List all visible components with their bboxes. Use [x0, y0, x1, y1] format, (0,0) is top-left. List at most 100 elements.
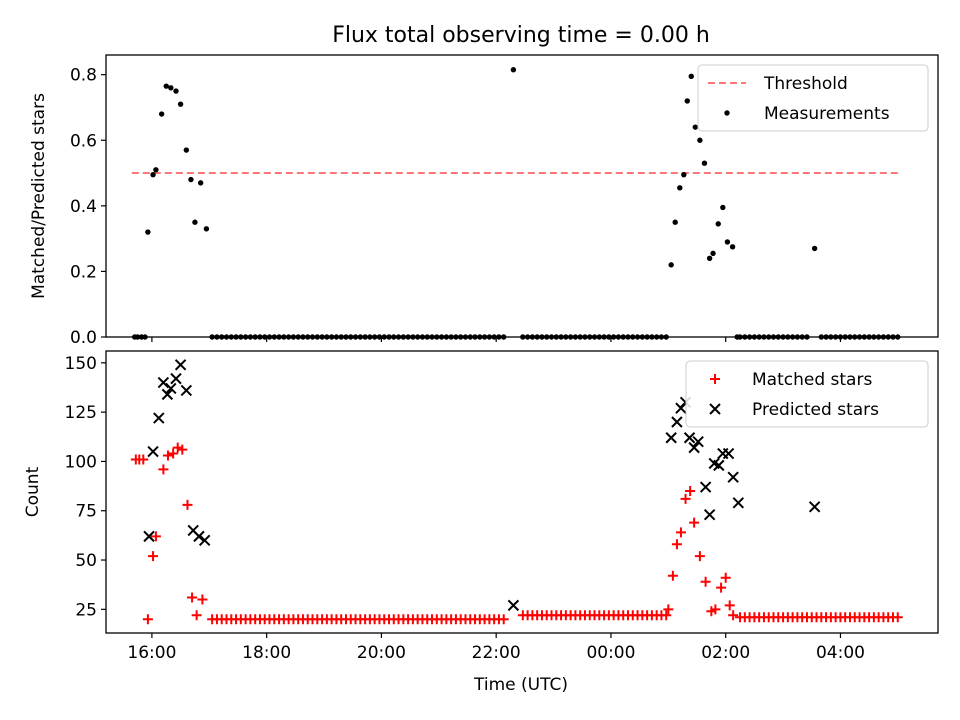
matched-stars-point — [150, 531, 161, 542]
predicted-stars-point — [699, 481, 712, 493]
measurements-point — [701, 160, 708, 166]
count-panel: 16:00 18:00 20:00 22:00 00:00 02:00 04:00 25 50 7… — [65, 350, 939, 663]
count-x-tick-label: 04:00 — [816, 643, 865, 663]
predicted-stars-point — [153, 412, 165, 424]
ratio-legend: Threshold Measurements — [697, 64, 929, 132]
count-y-tick-label: 125 — [65, 403, 97, 423]
measurements-legend-swatch — [724, 110, 730, 116]
measurements-point — [145, 229, 151, 235]
matched-stars-point — [728, 610, 739, 621]
matched-stars-point — [197, 594, 208, 605]
matched-stars-point — [138, 454, 149, 465]
matched-stars-point — [168, 448, 179, 459]
matched-stars-point — [663, 604, 674, 615]
matched-stars-point — [142, 614, 153, 625]
matched-stars-legend-label: Matched stars — [752, 370, 872, 390]
ratio-y-tick-label: 0.4 — [70, 197, 97, 217]
matched-stars-point — [177, 444, 188, 455]
measurements-point — [677, 185, 683, 191]
measurements-point — [192, 219, 198, 225]
predicted-stars-point — [157, 376, 170, 389]
measurements-point — [720, 204, 726, 211]
predicted-stars-point — [174, 359, 187, 371]
count-x-tick-label: 00:00 — [586, 643, 635, 663]
count-y-tick-label: 150 — [65, 354, 97, 374]
predicted-stars-point — [161, 388, 174, 401]
count-axes-frame — [105, 350, 939, 634]
predicted-stars-point — [688, 441, 700, 454]
measurements-point — [684, 98, 690, 104]
measurements-point — [710, 250, 716, 257]
measurements-point — [183, 147, 190, 153]
count-y-tick-label: 100 — [65, 452, 97, 472]
matched-stars-point — [689, 517, 700, 528]
predicted-stars-point — [165, 382, 177, 395]
matched-stars-point — [661, 610, 672, 621]
count-x-tick-label: 16:00 — [127, 643, 176, 663]
matched-stars-point — [675, 527, 686, 538]
predicted-stars-point — [722, 447, 735, 460]
threshold-legend-label: Threshold — [763, 74, 848, 94]
predicted-stars-point — [143, 530, 155, 543]
chart-title: Flux total observing time = 0.00 h — [332, 23, 710, 48]
predicted-stars-point — [683, 432, 696, 444]
predicted-stars-legend-swatch — [709, 403, 721, 415]
measurements-point — [177, 101, 184, 107]
ratio-y-axis-label: Matched/Predicted stars — [29, 93, 49, 299]
matched-stars-point — [680, 493, 691, 504]
measurements-point — [729, 244, 736, 250]
matched-stars-point — [700, 576, 711, 587]
count-x-tick-label: 20:00 — [357, 643, 406, 663]
matched-stars-point — [667, 570, 678, 581]
measurements-point — [173, 88, 179, 94]
predicted-stars-point — [671, 416, 683, 428]
ratio-y-tick-label: 0.8 — [70, 66, 97, 86]
ratio-axes-frame — [105, 54, 939, 338]
count-y-tick-label: 25 — [75, 600, 97, 620]
matched-stars-point — [191, 610, 202, 621]
count-legend-box — [685, 360, 929, 428]
matched-stars-point — [685, 486, 696, 497]
matched-stars-point — [498, 614, 509, 625]
measurements-point — [724, 239, 731, 245]
matched-stars-point — [710, 604, 721, 615]
measurements-point — [811, 245, 818, 252]
predicted-stars-point — [507, 599, 520, 612]
predicted-stars-legend-label: Predicted stars — [752, 400, 879, 420]
matched-stars-point — [187, 592, 198, 603]
count-y-tick-label: 75 — [75, 502, 97, 522]
matched-stars-point — [716, 582, 727, 593]
matched-stars-point — [162, 450, 173, 461]
measurements-point — [688, 73, 694, 80]
predicted-stars-point — [193, 530, 205, 543]
matched-stars-legend-swatch — [710, 374, 720, 384]
matched-stars-point — [182, 499, 193, 510]
count-y-tick-label: 50 — [75, 551, 97, 571]
matched-stars-point — [172, 442, 183, 453]
measurements-point — [715, 221, 721, 227]
measurements-point — [706, 255, 713, 262]
predicted-stars-point — [180, 384, 193, 397]
matched-stars-point — [892, 612, 903, 623]
ratio-panel: 0.0 0.2 0.4 0.6 0.8 Threshold Measurements — [70, 54, 939, 348]
measurements-point — [668, 262, 674, 268]
count-x-tick-label: 22:00 — [472, 643, 521, 663]
predicted-stars-point — [147, 445, 159, 458]
measurements-point — [197, 180, 204, 186]
predicted-stars-point — [170, 372, 182, 385]
measurements-point — [697, 137, 703, 143]
measurements-point — [203, 226, 210, 232]
ratio-y-tick-label: 0.0 — [70, 328, 97, 348]
count-x-tick-label: 02:00 — [701, 643, 750, 663]
ratio-y-tick-label: 0.2 — [70, 262, 97, 282]
ratio-y-tick-label: 0.6 — [70, 131, 97, 151]
matched-stars-point — [148, 551, 159, 562]
matched-stars-point — [671, 539, 682, 550]
measurements-point — [158, 111, 165, 117]
count-x-tick-label: 18:00 — [242, 643, 291, 663]
matched-stars-point — [720, 572, 731, 583]
measurements-point — [672, 219, 678, 225]
predicted-stars-point — [727, 471, 739, 483]
matched-stars-point — [694, 551, 705, 562]
